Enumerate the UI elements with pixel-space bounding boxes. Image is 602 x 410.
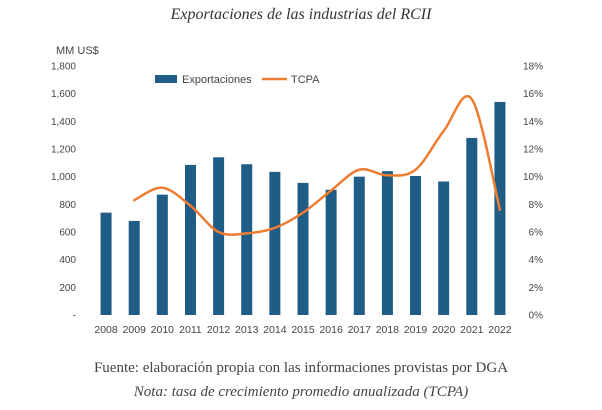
x-axis-tick-label: 2014 [263, 324, 287, 336]
bar-2011 [184, 164, 196, 315]
left-axis-tick-label: 1,800 [51, 62, 76, 73]
bar-2010 [156, 194, 168, 315]
bar-2013 [241, 164, 253, 315]
left-axis-unit-label: MM US$ [56, 45, 99, 57]
bar-2020 [438, 181, 450, 315]
right-axis-tick-label: 10% [523, 172, 543, 183]
x-axis-tick-label: 2022 [488, 324, 512, 336]
right-axis-tick-label: 6% [529, 228, 544, 239]
bar-2019 [410, 175, 422, 315]
x-axis-tick-label: 2019 [404, 324, 428, 336]
x-axis-tick-label: 2011 [179, 324, 202, 336]
x-axis-tick-label: 2012 [207, 324, 231, 336]
right-axis-tick-label: 14% [523, 117, 543, 128]
right-axis-tick-label: 4% [529, 255, 544, 266]
legend-exportaciones-label: Exportaciones [182, 74, 252, 86]
x-axis-tick-label: 2009 [123, 324, 147, 336]
tcpa-line [132, 95, 502, 236]
bar-2018 [381, 171, 393, 315]
left-axis-tick-label: 1,600 [51, 89, 76, 100]
chart-canvas: - 200 400 600 800 1,000 1,200 1,400 1,600 1,800 0… [51, 62, 544, 337]
right-axis-tick-label: 12% [523, 145, 543, 156]
chart-title: Exportaciones de las industrias del RCII [170, 6, 432, 23]
bar-2015 [297, 182, 309, 315]
bar-2009 [128, 220, 140, 315]
bar-2021 [466, 137, 478, 315]
bar-2012 [213, 157, 225, 315]
right-axis-tick-label: 16% [523, 89, 543, 100]
legend-exportaciones-swatch [155, 75, 177, 83]
left-axis-tick-label: 200 [59, 283, 76, 294]
bar-2017 [353, 176, 365, 315]
bar-2016 [325, 189, 337, 315]
x-axis-tick-label: 2015 [291, 324, 315, 336]
left-axis-tick-label: 1,400 [51, 117, 76, 128]
left-axis-tick-label: - [73, 311, 76, 322]
x-axis-tick-label: 2021 [460, 324, 484, 336]
x-axis-tick-label: 2016 [319, 324, 343, 336]
bar-2008 [100, 212, 112, 315]
right-axis-tick-label: 18% [523, 62, 543, 73]
right-axis-tick-label: 0% [529, 311, 544, 322]
x-axis-tick-label: 2020 [432, 324, 456, 336]
left-axis-tick-label: 800 [59, 200, 76, 211]
left-axis-tick-label: 600 [59, 228, 76, 239]
source-caption: Fuente: elaboración propia con las infor… [93, 360, 509, 376]
left-axis-tick-label: 1,200 [51, 145, 76, 156]
x-axis-tick-label: 2013 [235, 324, 259, 336]
x-axis-tick-label: 2017 [348, 324, 372, 336]
note-caption: Nota: tasa de crecimiento promedio anual… [133, 384, 469, 400]
right-axis-tick-label: 2% [529, 283, 544, 294]
left-axis-tick-label: 400 [59, 255, 76, 266]
bar-2014 [269, 171, 281, 315]
x-axis-tick-label: 2018 [376, 324, 400, 336]
legend-tcpa-label: TCPA [291, 74, 320, 86]
right-axis-tick-label: 8% [529, 200, 544, 211]
x-axis-tick-label: 2010 [151, 324, 175, 336]
left-axis-tick-label: 1,000 [51, 172, 76, 183]
x-axis-tick-label: 2008 [94, 324, 118, 336]
